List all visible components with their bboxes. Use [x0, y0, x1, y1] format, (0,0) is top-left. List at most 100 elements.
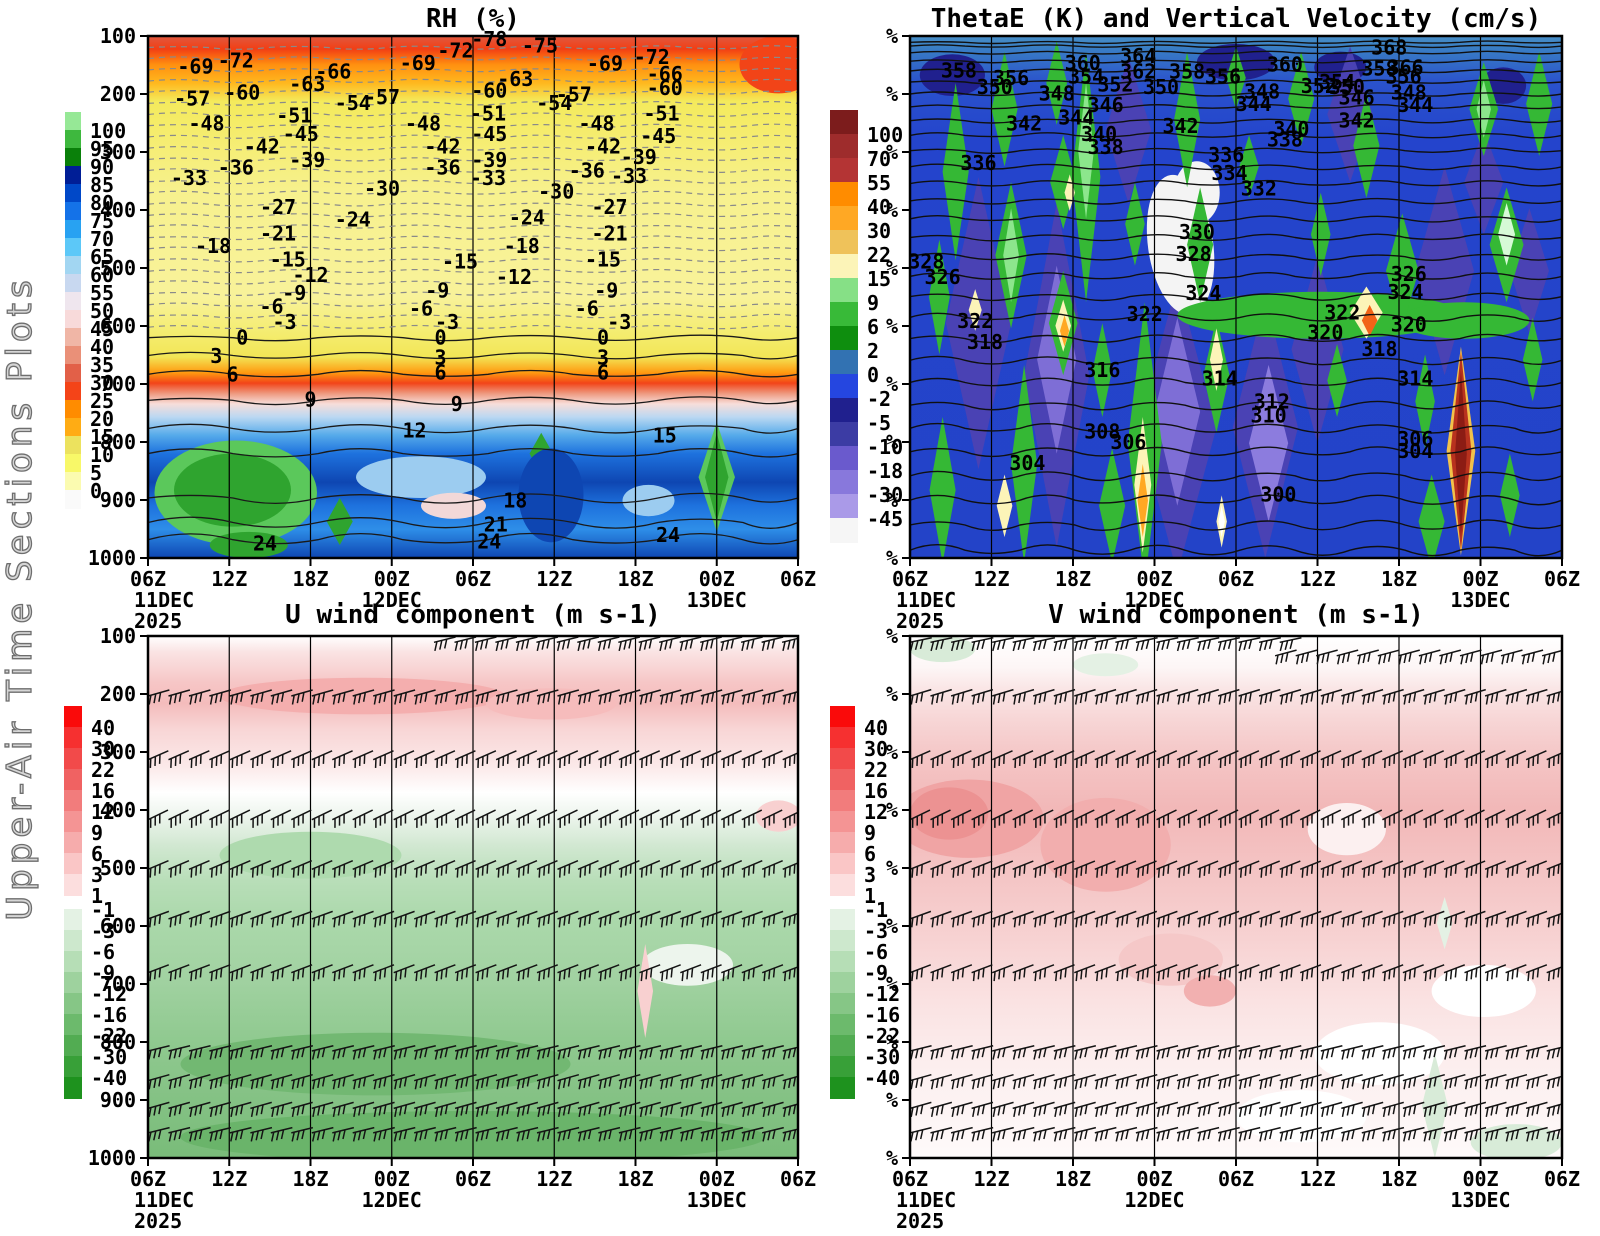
colorbar-label: 85	[90, 173, 115, 197]
colorbar-label: 22	[864, 758, 889, 782]
colorbar-label: -30	[91, 1045, 128, 1069]
colorbar-segment	[64, 706, 82, 728]
colorbar-segment	[830, 951, 855, 973]
panel-title-vwind: V wind component (m s-1)	[1048, 600, 1424, 630]
colorbar-label: 30	[867, 219, 892, 243]
colorbar-label: 3	[91, 863, 104, 887]
x-tick-label: 00Z	[699, 567, 735, 591]
colorbar-segment	[65, 490, 81, 509]
x-tick-label: 00Z	[1136, 567, 1172, 591]
colorbar-segment	[830, 398, 858, 423]
x-tick-label: 18Z	[1055, 567, 1091, 591]
contour-lines	[910, 40, 1562, 557]
contour-label: 3	[434, 346, 446, 370]
colorbar-label: 6	[91, 842, 104, 866]
contour-label: -72	[218, 49, 254, 73]
colorbar-label: 55	[90, 281, 115, 305]
colorbar-segment	[830, 470, 858, 495]
contour-label: 6	[434, 361, 446, 385]
contour-label: 9	[304, 387, 316, 411]
x-tick-label: 12Z	[973, 567, 1009, 591]
contour-label: 304	[1009, 451, 1045, 475]
contour-label: 24	[656, 523, 680, 547]
colorbar-segment	[64, 727, 82, 749]
colorbar-label: -3	[91, 919, 116, 943]
contour-label: -51	[643, 101, 679, 125]
colorbar-segment	[65, 436, 81, 455]
colorbar-label: 5	[90, 461, 103, 485]
colorbar-label: 15	[90, 425, 115, 449]
contour-label: -66	[315, 59, 351, 83]
contour-label: -3	[272, 310, 296, 334]
contour-label: 12	[402, 419, 426, 443]
contour-label: 15	[653, 423, 677, 447]
axes: 100200300400500600700800900100006Z11DEC2…	[88, 624, 816, 1233]
x-tick-label: 00Z	[374, 1167, 410, 1191]
colorbar-segment	[65, 292, 81, 311]
colorbar-segment	[830, 748, 855, 770]
y-tick-label: 200	[100, 82, 136, 106]
colorbar-label: 65	[90, 245, 115, 269]
colorbar-label: -2	[867, 387, 892, 411]
colorbar-label: -5	[867, 411, 892, 435]
contour-label: 322	[957, 309, 993, 333]
y-tick-label: 800	[100, 430, 136, 454]
contour-label: 348	[1039, 81, 1075, 105]
contour-label: -9	[425, 279, 449, 303]
colorbar-segment	[65, 202, 81, 221]
contour-label: -54	[335, 91, 371, 115]
contour-label: 310	[1251, 403, 1287, 427]
contour-labels: -78 -75-72 -72 -72-69 -69 -69-66 -66-63 -63-60-…	[171, 27, 683, 555]
y-tick-label: %	[886, 314, 898, 338]
contour-label: -42	[585, 135, 621, 159]
contour-label: 312	[1254, 389, 1290, 413]
contour-fill-field	[910, 636, 1562, 1158]
contour-label: -15	[442, 250, 478, 274]
colorbar-segment	[64, 790, 82, 812]
x-tick-label: 12Z	[1299, 567, 1335, 591]
colorbar-segment	[64, 748, 82, 770]
colorbar-label: 40	[91, 716, 116, 740]
colorbar-segment	[64, 1056, 82, 1078]
contour-label: -72	[437, 39, 473, 63]
contour-label: -6	[259, 294, 283, 318]
colorbar-segment	[65, 220, 81, 239]
x-tick-label: 12Z	[1299, 1167, 1335, 1191]
contour-label: 344	[1236, 92, 1272, 116]
x-tick-label: 18Z	[617, 567, 653, 591]
contour-label: 326	[1391, 262, 1427, 286]
contour-label: 360	[1267, 53, 1303, 77]
colorbar-segment	[64, 930, 82, 952]
contour-label: 358	[941, 58, 977, 82]
colorbar-label: -40	[864, 1066, 901, 1090]
contour-label: 346	[1088, 93, 1124, 117]
contour-label: 0	[597, 326, 609, 350]
colorbar-segment	[830, 1035, 855, 1057]
colorbar-label: 35	[90, 353, 115, 377]
colorbar-segment	[64, 1014, 82, 1036]
contour-label: 320	[1307, 320, 1343, 344]
contour-label: -33	[470, 166, 506, 190]
colorbar-segment	[830, 972, 855, 994]
x-date-label: 13DEC	[1450, 588, 1510, 612]
x-date-label: 12DEC	[362, 588, 422, 612]
colorbar-segment	[65, 166, 81, 185]
colorbar-segment	[65, 130, 81, 149]
colorbar-segment	[64, 909, 82, 931]
x-tick-label: 12Z	[211, 1167, 247, 1191]
x-date-label: 2025	[134, 609, 182, 633]
colorbar-label: -30	[867, 483, 904, 507]
y-tick-label: %	[886, 546, 898, 570]
colorbar-segment	[65, 112, 81, 131]
y-tick-label: %	[886, 1088, 898, 1112]
colorbar-label: 0	[867, 363, 880, 387]
contour-label: 350	[1329, 75, 1365, 99]
contour-label: 346	[1339, 86, 1375, 110]
contour-label: -60	[224, 80, 260, 104]
contour-label: -36	[424, 156, 460, 180]
y-tick-label: %	[886, 488, 898, 512]
colorbar-segment	[65, 382, 81, 401]
